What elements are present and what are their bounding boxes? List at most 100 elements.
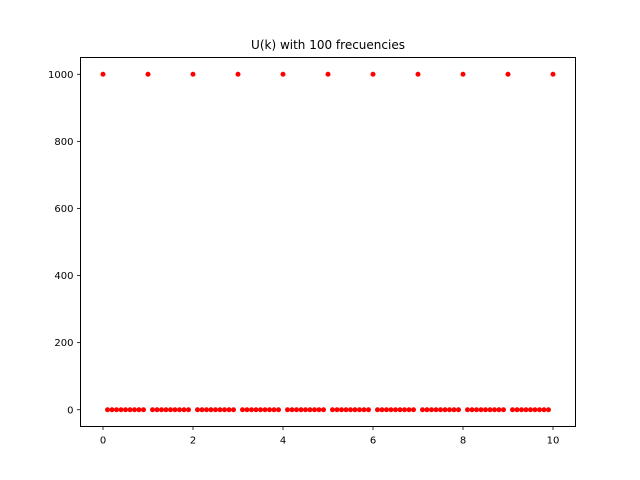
data-point [127, 407, 133, 413]
data-point [267, 407, 272, 413]
data-point [249, 407, 254, 413]
chart-title: U(k) with 100 frecuencies [251, 38, 405, 52]
data-point [181, 407, 187, 413]
data-point [195, 407, 200, 413]
data-point [159, 407, 164, 413]
data-point [141, 407, 146, 413]
data-point [235, 71, 241, 77]
y-tick-label: 400 [54, 271, 73, 282]
data-point [114, 407, 119, 413]
data-point [379, 407, 385, 413]
data-point [438, 407, 443, 413]
data-point [312, 407, 317, 413]
data-point [402, 407, 407, 413]
data-point [285, 407, 290, 413]
data-point [361, 407, 367, 413]
data-point [208, 407, 214, 413]
data-point [294, 407, 299, 413]
data-point [343, 407, 349, 413]
data-point [321, 407, 326, 413]
data-point [429, 407, 434, 413]
data-point [352, 407, 358, 413]
data-point [213, 407, 218, 413]
y-axis: 0 200 400 600 800 1000 [48, 70, 81, 416]
data-point [240, 407, 245, 413]
data-point [388, 407, 394, 413]
data-point [357, 407, 362, 413]
data-point [105, 407, 110, 413]
data-point [397, 407, 403, 413]
data-point [231, 407, 236, 413]
data-series [100, 71, 556, 413]
data-point [406, 407, 412, 413]
data-point [487, 407, 493, 413]
x-tick-label: 8 [460, 436, 466, 447]
y-tick-label: 0 [67, 405, 73, 416]
data-point [384, 407, 389, 413]
data-point [528, 407, 533, 413]
data-point [501, 407, 506, 413]
data-point [420, 407, 425, 413]
data-point [496, 407, 502, 413]
x-tick-label: 10 [547, 436, 560, 447]
data-point [222, 407, 227, 413]
data-point [109, 407, 115, 413]
data-point [276, 407, 281, 413]
data-point [145, 71, 151, 77]
data-point [325, 71, 331, 77]
data-point [100, 71, 106, 77]
data-point [474, 407, 479, 413]
data-point [411, 407, 416, 413]
data-point [150, 407, 155, 413]
data-point [478, 407, 484, 413]
data-point [204, 407, 209, 413]
x-tick-label: 2 [190, 436, 196, 447]
data-point [550, 71, 556, 77]
data-point [132, 407, 137, 413]
data-point [514, 407, 520, 413]
data-point [154, 407, 160, 413]
axes-frame [80, 57, 576, 427]
data-point [258, 407, 263, 413]
data-point [307, 407, 313, 413]
data-point [492, 407, 497, 413]
data-point [190, 71, 196, 77]
data-point [253, 407, 259, 413]
data-point [456, 407, 461, 413]
x-tick-label: 6 [370, 436, 376, 447]
data-point [289, 407, 295, 413]
data-point [186, 407, 191, 413]
data-point [442, 407, 448, 413]
data-point [226, 407, 232, 413]
data-point [415, 71, 421, 77]
x-tick-label: 0 [100, 436, 106, 447]
x-tick-label: 4 [280, 436, 286, 447]
data-point [483, 407, 488, 413]
data-point [433, 407, 439, 413]
data-point [393, 407, 398, 413]
y-tick-label: 1000 [48, 70, 73, 81]
data-point [177, 407, 182, 413]
data-point [370, 71, 376, 77]
data-point [424, 407, 430, 413]
data-point [271, 407, 277, 413]
data-point [339, 407, 344, 413]
data-point [366, 407, 371, 413]
data-point [451, 407, 457, 413]
data-point [118, 407, 124, 413]
data-point [510, 407, 515, 413]
data-point [280, 71, 286, 77]
data-point [168, 407, 173, 413]
data-point [519, 407, 524, 413]
data-point [172, 407, 178, 413]
data-point [348, 407, 353, 413]
x-axis: 0 2 4 6 8 10 [100, 426, 560, 447]
data-point [469, 407, 475, 413]
data-point [163, 407, 169, 413]
data-point [199, 407, 205, 413]
data-point [136, 407, 142, 413]
data-point [123, 407, 128, 413]
data-point [217, 407, 223, 413]
